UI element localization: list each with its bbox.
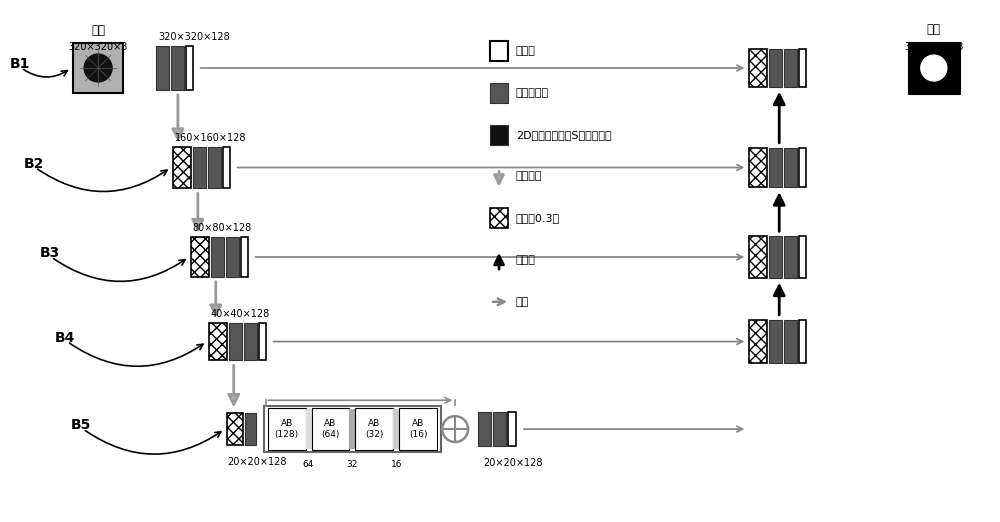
Bar (244, 323, 257, 361)
Text: 20×20×128: 20×20×128 (483, 458, 543, 468)
Text: B5: B5 (71, 418, 92, 432)
Bar (268, 408, 306, 450)
Bar (186, 46, 193, 90)
Text: 80×80×128: 80×80×128 (193, 223, 252, 233)
Bar (749, 148, 767, 187)
Bar (229, 323, 242, 361)
Bar (490, 83, 508, 103)
Text: B2: B2 (23, 157, 44, 171)
Bar (784, 319, 797, 363)
Text: 40×40×128: 40×40×128 (211, 309, 270, 319)
Text: 输出: 输出 (927, 23, 941, 36)
Text: 上采样: 上采样 (516, 255, 536, 265)
Bar (173, 147, 191, 188)
Text: 输入: 输入 (91, 24, 105, 37)
Bar (799, 49, 806, 87)
Bar (191, 237, 209, 277)
Bar (769, 148, 782, 187)
Bar (193, 147, 206, 188)
Text: 关注块: 关注块 (516, 46, 536, 56)
Bar (171, 46, 184, 90)
Circle shape (921, 55, 947, 81)
Bar (223, 147, 230, 188)
Bar (799, 148, 806, 187)
Bar (306, 409, 312, 449)
Bar (784, 148, 797, 187)
Bar (490, 125, 508, 145)
Text: 最大池化: 最大池化 (516, 171, 542, 182)
Bar (493, 412, 506, 446)
Bar (349, 409, 355, 449)
Bar (769, 319, 782, 363)
Text: B3: B3 (39, 246, 60, 260)
Text: AB
(64): AB (64) (321, 419, 340, 439)
Text: 64: 64 (303, 460, 314, 469)
Bar (490, 41, 508, 61)
Bar (508, 412, 516, 446)
Text: 32: 32 (347, 460, 358, 469)
Text: AB
(16): AB (16) (409, 419, 427, 439)
Bar (399, 408, 437, 450)
Text: 丢弃（0.3）: 丢弃（0.3） (516, 213, 560, 223)
Bar (208, 147, 221, 188)
Text: AB
(128): AB (128) (275, 419, 299, 439)
Text: 16: 16 (391, 460, 402, 469)
Bar (478, 412, 491, 446)
Bar (749, 319, 767, 363)
Text: B1: B1 (9, 57, 30, 71)
Bar (784, 49, 797, 87)
Text: B4: B4 (55, 330, 76, 345)
Text: 320×320×3: 320×320×3 (68, 42, 128, 52)
Text: 320×320×3: 320×320×3 (904, 42, 963, 52)
Text: 相加: 相加 (516, 297, 529, 307)
Bar (227, 413, 243, 445)
Bar (799, 319, 806, 363)
Bar (355, 408, 393, 450)
Bar (259, 323, 266, 361)
Circle shape (84, 54, 112, 82)
Text: AB
(32): AB (32) (365, 419, 384, 439)
Bar (490, 208, 508, 228)
Text: 160×160×128: 160×160×128 (175, 133, 246, 143)
Bar (908, 42, 960, 94)
Bar (799, 236, 806, 278)
Bar (245, 413, 256, 445)
Bar (73, 43, 123, 93)
Bar (156, 46, 169, 90)
Bar (211, 237, 224, 277)
Bar (241, 237, 248, 277)
Bar (749, 236, 767, 278)
Bar (264, 406, 441, 452)
Text: 20×20×128: 20×20×128 (227, 457, 286, 467)
Bar (209, 323, 227, 361)
Text: 卷积运算块: 卷积运算块 (516, 88, 549, 98)
Bar (769, 49, 782, 87)
Text: 320×320×128: 320×320×128 (158, 32, 230, 42)
Bar (784, 236, 797, 278)
Bar (769, 236, 782, 278)
Bar (749, 49, 767, 87)
Bar (226, 237, 239, 277)
Text: 2D卷积运算层、S型激活函数: 2D卷积运算层、S型激活函数 (516, 129, 612, 140)
Bar (312, 408, 349, 450)
Bar (393, 409, 399, 449)
